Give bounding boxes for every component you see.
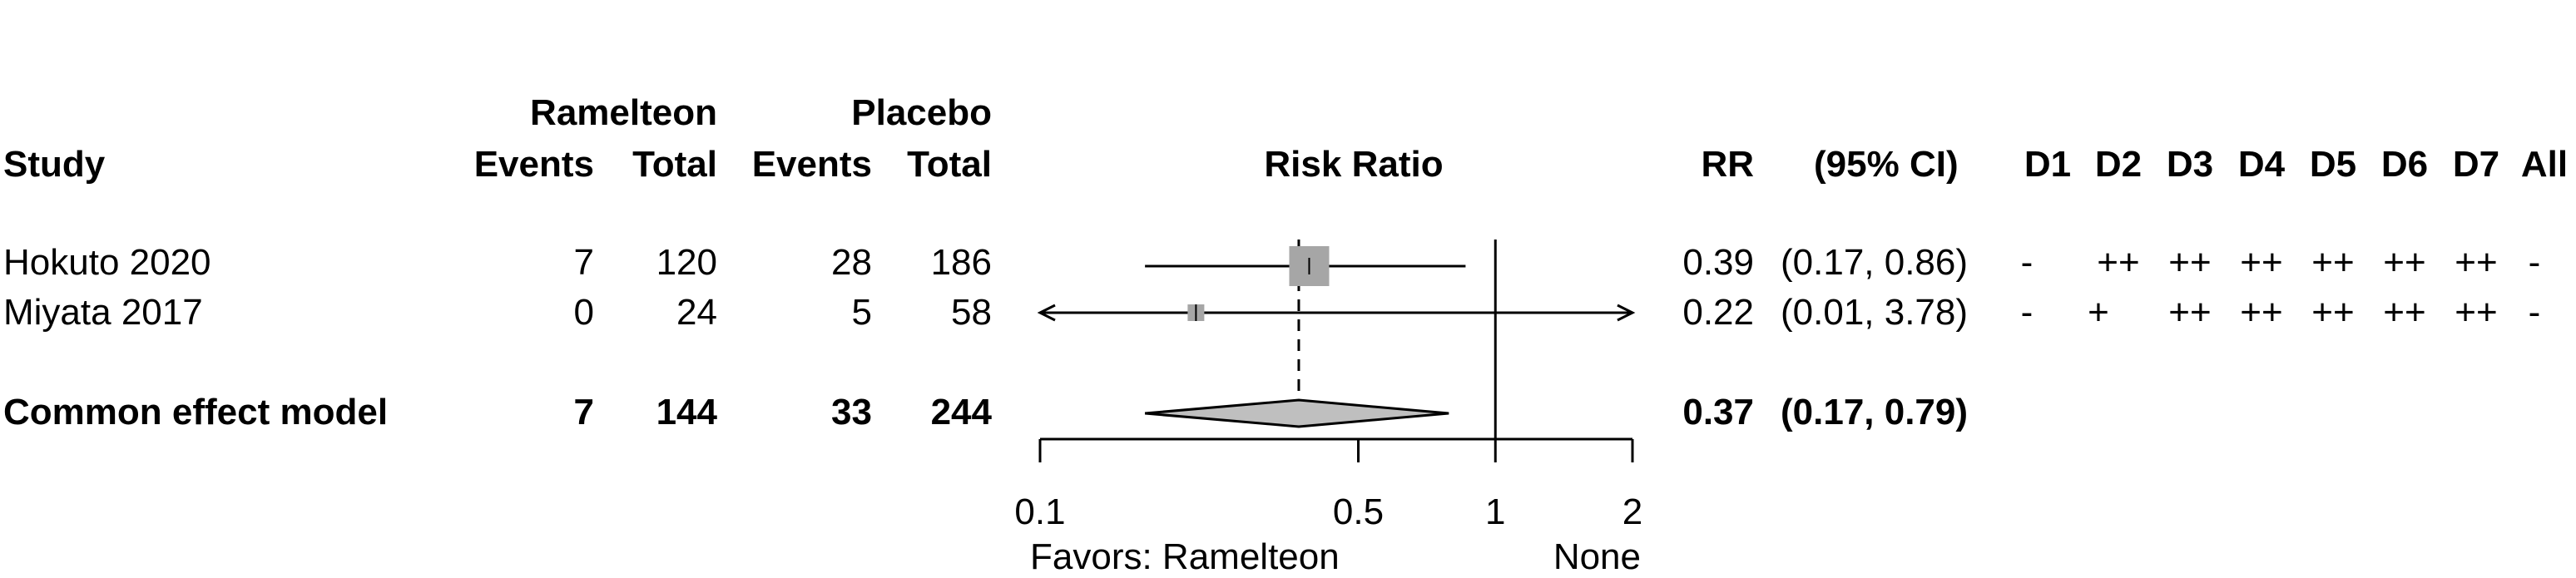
rob-d7: ++ xyxy=(2455,292,2497,333)
rob-d2: + xyxy=(2088,292,2109,333)
header-study: Study xyxy=(3,144,106,185)
rob-d2: ++ xyxy=(2097,242,2139,283)
header-domain-all: All xyxy=(2521,144,2568,185)
header-domain-d3: D3 xyxy=(2167,144,2213,185)
rr-value: 0.22 xyxy=(1682,292,1754,333)
placebo-events: 28 xyxy=(831,242,872,283)
rob-d3: ++ xyxy=(2168,292,2211,333)
favors-left-label: Favors: Ramelteon xyxy=(1030,536,1340,574)
study-row: Miyata 2017 0 24 5 58 0.22 (0.01, 3.78) … xyxy=(3,292,2540,333)
ci-arrow-right xyxy=(1617,304,1636,322)
summary-placebo-events: 33 xyxy=(831,392,872,432)
ramelteon-total: 120 xyxy=(656,242,717,283)
header-domain-d1: D1 xyxy=(2024,144,2071,185)
header-events-2: Events xyxy=(752,144,872,185)
rob-all: - xyxy=(2529,292,2541,333)
rob-d6: ++ xyxy=(2383,292,2425,333)
header-total-2: Total xyxy=(907,144,992,185)
header-domain-d7: D7 xyxy=(2453,144,2499,185)
ramelteon-events: 0 xyxy=(574,292,594,333)
header-events-1: Events xyxy=(474,144,594,185)
rob-d5: ++ xyxy=(2311,242,2354,283)
summary-row: Common effect model 7 144 33 244 0.37 (0… xyxy=(3,392,1968,432)
ci-value: (0.01, 3.78) xyxy=(1781,292,1968,333)
header-risk-ratio: Risk Ratio xyxy=(1264,144,1443,185)
header-domain-d4: D4 xyxy=(2238,144,2286,185)
header-rr: RR xyxy=(1701,144,1754,185)
rob-d1: - xyxy=(2021,242,2034,283)
summary-rr-value: 0.37 xyxy=(1682,392,1754,432)
rob-d4: ++ xyxy=(2240,242,2282,283)
rob-d6: ++ xyxy=(2383,242,2425,283)
placebo-events: 5 xyxy=(852,292,872,333)
rob-d7: ++ xyxy=(2455,242,2497,283)
rob-d5: ++ xyxy=(2311,292,2354,333)
x-axis xyxy=(1038,437,1634,462)
ramelteon-events: 7 xyxy=(574,242,594,283)
rob-all: - xyxy=(2529,242,2541,283)
placebo-total: 58 xyxy=(951,292,992,333)
tick-label: 2 xyxy=(1622,492,1642,532)
summary-ramelteon-events: 7 xyxy=(574,392,594,432)
rob-d3: ++ xyxy=(2168,242,2211,283)
axis-labels: 0.1 0.5 1 2 Favors: Ramelteon None xyxy=(1014,492,1642,577)
header-ramelteon: Ramelteon xyxy=(530,92,717,133)
rr-value: 0.39 xyxy=(1682,242,1754,283)
ci-value: (0.17, 0.86) xyxy=(1781,242,1968,283)
ramelteon-total: 24 xyxy=(676,292,717,333)
header-domain-d2: D2 xyxy=(2095,144,2142,185)
summary-ci-value: (0.17, 0.79) xyxy=(1781,392,1968,432)
tick-label: 0.1 xyxy=(1014,492,1065,532)
header: Ramelteon Placebo Study Events Total Eve… xyxy=(3,92,2568,185)
plot-marks xyxy=(1144,246,1449,428)
placebo-total: 186 xyxy=(931,242,992,283)
header-domain-d5: D5 xyxy=(2310,144,2356,185)
rob-d1: - xyxy=(2021,292,2034,333)
pooled-diamond xyxy=(1144,398,1449,428)
study-name: Hokuto 2020 xyxy=(3,242,211,283)
study-row: Hokuto 2020 7 120 28 186 0.39 (0.17, 0.8… xyxy=(3,242,2540,283)
study-name: Miyata 2017 xyxy=(3,292,203,333)
summary-label: Common effect model xyxy=(3,392,388,432)
header-ci: (95% CI) xyxy=(1814,144,1959,185)
summary-placebo-total: 244 xyxy=(931,392,993,432)
rob-d4: ++ xyxy=(2240,292,2282,333)
tick-label: 0.5 xyxy=(1333,492,1384,532)
header-domain-d6: D6 xyxy=(2381,144,2428,185)
header-placebo: Placebo xyxy=(851,92,992,133)
favors-right-label: None xyxy=(1553,536,1641,574)
ci-arrow-left xyxy=(1037,304,1056,322)
summary-ramelteon-total: 144 xyxy=(656,392,718,432)
header-total-1: Total xyxy=(632,144,717,185)
tick-label: 1 xyxy=(1485,492,1505,532)
